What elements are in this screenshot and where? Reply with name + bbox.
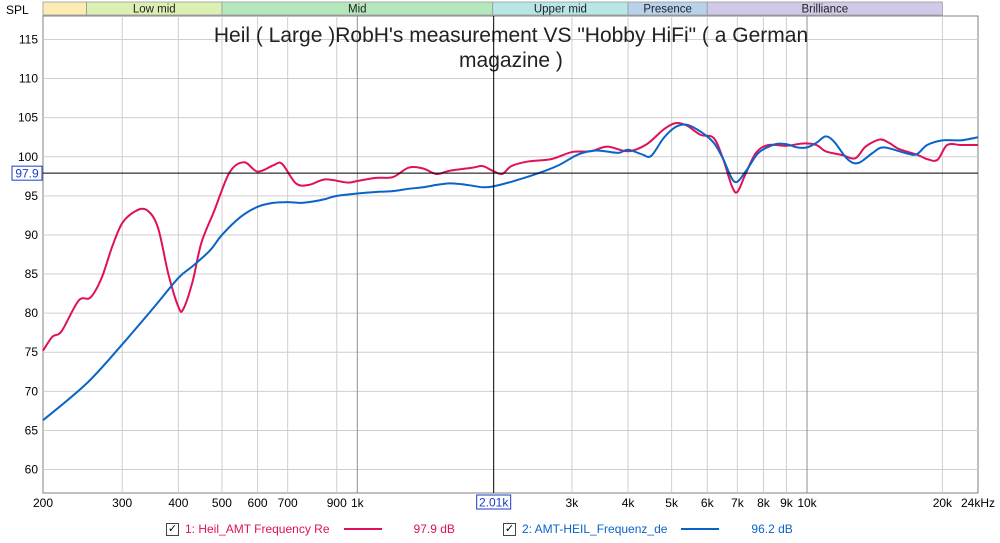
- x-tick-label: 3k: [566, 496, 580, 510]
- legend-series-name-2: 2: AMT-HEIL_Frequenz_de: [522, 522, 668, 536]
- x-tick-labels: 200 300 400 500 600 700 900 1k 3k 4k 5k 6k 7k 8k 9k 10k…: [33, 496, 995, 510]
- band-6: [706, 1, 943, 16]
- x-tick-label: 1k: [351, 496, 365, 510]
- y-tick-label: 115: [19, 32, 38, 46]
- cursor-x-readout: 2.01k: [479, 496, 509, 510]
- chart-title-line-1: Heil ( Large )RobH's measurement VS "Hob…: [214, 24, 808, 47]
- frequency-band-bar: Low mid Mid Upper mid Presence Brilliance: [42, 1, 943, 16]
- legend-series-name-1: 1: Heil_AMT Frequency Re: [185, 522, 330, 536]
- band-label-3: Mid: [348, 4, 367, 16]
- x-tick-label: 7k: [731, 496, 745, 510]
- legend-item-2[interactable]: ✓ 2: AMT-HEIL_Frequenz_de 96.2 dB: [503, 519, 793, 539]
- x-tick-label: 20k: [933, 496, 953, 510]
- legend-item-1[interactable]: ✓ 1: Heil_AMT Frequency Re 97.9 dB: [166, 519, 455, 539]
- legend-value-1: 97.9 dB: [413, 522, 455, 536]
- legend-line-swatch-1: [343, 528, 382, 530]
- band-label-4: Upper mid: [534, 4, 587, 16]
- x-tick-label: 24kHz: [961, 496, 995, 510]
- x-tick-label: 600: [248, 496, 268, 510]
- legend-line-swatch-2: [681, 528, 720, 530]
- y-tick-label: 100: [18, 150, 38, 164]
- x-tick-label: 4k: [622, 496, 636, 510]
- x-tick-label: 300: [112, 496, 132, 510]
- y-tick-label: 60: [25, 463, 39, 477]
- plot-area: [42, 15, 979, 494]
- series-line-2: [42, 123, 979, 422]
- x-tick-label: 400: [168, 496, 188, 510]
- cursor-crosshair: 97.9 2.01k: [11, 16, 978, 510]
- y-tick-label: 80: [25, 306, 39, 320]
- x-tick-label: 200: [33, 496, 53, 510]
- y-axis-label: SPL: [6, 3, 29, 17]
- x-tick-label: 700: [278, 496, 298, 510]
- y-tick-label: 110: [19, 72, 38, 86]
- y-tick-label: 105: [18, 111, 38, 125]
- grid-lines: [43, 16, 978, 493]
- chart-title: Heil ( Large )RobH's measurement VS "Hob…: [214, 24, 808, 72]
- band-label-6: Brilliance: [801, 4, 848, 16]
- x-tick-label: 5k: [665, 496, 679, 510]
- x-tick-label: 8k: [757, 496, 771, 510]
- cursor-y-readout: 97.9: [15, 167, 39, 181]
- band-label-5: Presence: [643, 4, 692, 16]
- chart-title-line-2: magazine ): [459, 49, 563, 72]
- y-tick-label: 90: [25, 228, 39, 242]
- y-tick-label: 65: [25, 423, 39, 437]
- band-1: [42, 1, 87, 16]
- y-tick-label: 75: [25, 345, 39, 359]
- y-tick-label: 95: [25, 189, 39, 203]
- band-label-2: Low mid: [133, 4, 176, 16]
- x-tick-label: 900: [327, 496, 347, 510]
- legend-value-2: 96.2 dB: [751, 522, 793, 536]
- x-tick-label: 10k: [797, 496, 817, 510]
- y-tick-label: 70: [25, 384, 39, 398]
- legend-checkbox-1[interactable]: ✓: [166, 522, 179, 536]
- y-tick-labels: 60 65 70 75 80 85 90 95 100 105 110 115: [18, 32, 38, 476]
- y-tick-label: 85: [25, 267, 39, 281]
- legend-checkbox-2[interactable]: ✓: [503, 522, 516, 536]
- x-tick-label: 6k: [701, 496, 715, 510]
- cursor-y-readout-box: [11, 165, 43, 181]
- cursor-x-readout-box: [476, 494, 512, 510]
- x-tick-label: 500: [212, 496, 232, 510]
- x-tick-label: 9k: [780, 496, 794, 510]
